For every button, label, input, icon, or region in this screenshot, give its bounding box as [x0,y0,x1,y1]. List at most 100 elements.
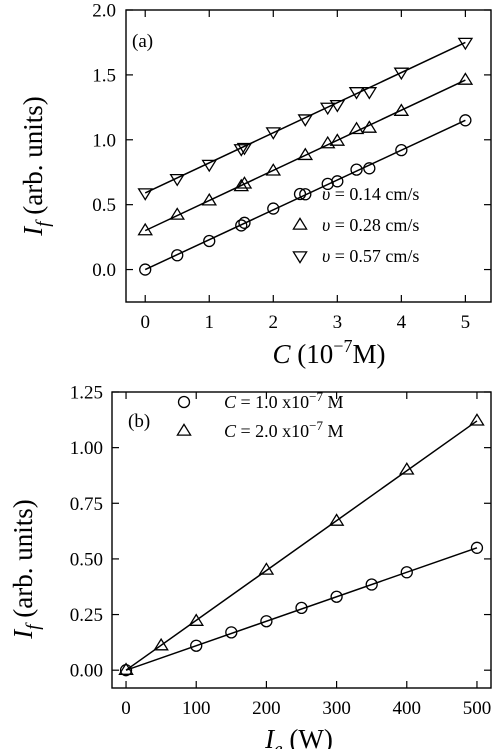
y-tick-label: 0.0 [92,260,116,281]
panel-a: 0 1 2 3 4 50.00.51.01.52.0(a)υ = 0.14 cm/sυ =… [18,1,492,369]
data-point [118,662,134,675]
y-tick-label: 1.0 [92,130,116,151]
legend-symbol: υ [322,184,330,204]
panel-b: 0 100 200 300 400 500 0.00 0.25 0.50 0.75 1.00 1.25… [8,383,492,749]
legend-marker [176,423,192,436]
data-point [395,144,408,157]
data-point [235,219,248,232]
x-tick-label: 2 [269,312,279,333]
plot-frame [111,391,492,689]
data-point [393,103,410,116]
y-axis-symbol: I [8,628,38,640]
y-axis-symbol: I [18,225,48,237]
data-point [190,639,203,652]
data-point [233,144,250,157]
data-point [361,87,378,100]
y-axis-unit: (arb. units) [8,499,38,624]
x-tick-label: 3 [333,312,343,333]
y-tick-label: 1.00 [70,438,103,459]
data-point [225,626,238,639]
x-tick-label: 5 [461,312,471,333]
data-point [137,222,153,236]
x-axis-title: Ie (W) [264,724,333,749]
legend-text: = 0.57 cm/s [330,246,419,266]
x-axis-exponent: −7 [333,336,352,356]
data-point [331,175,344,188]
data-point [399,462,415,475]
x-tick-label: 200 [252,698,281,719]
legend-marker [292,217,308,230]
data-point [350,163,363,176]
data-point [171,249,184,262]
y-tick-label: 0.75 [70,494,103,515]
y-tick-label: 1.25 [70,383,103,404]
x-axis-symbol: C [273,339,292,369]
data-point [169,207,185,220]
y-tick-label: 0.50 [70,549,103,570]
series-1 [119,541,484,677]
x-tick-label: 300 [322,698,351,719]
x-axis-unit: M) [352,339,385,369]
plot-frame [125,9,492,303]
y-tick-label: 1.5 [92,65,116,86]
series-2 [118,413,485,675]
x-tick-label: 4 [397,312,407,333]
y-axis-title: If (arb. units) [8,499,44,640]
series-2 [137,72,474,236]
data-point [329,133,346,146]
data-point [328,513,345,526]
data-point [265,163,282,176]
data-point [348,87,365,100]
data-point [260,615,273,628]
data-point [201,159,218,173]
y-tick-label: 0.5 [92,195,116,216]
data-point [363,162,376,175]
data-point [203,234,216,248]
legend-text: = 0.28 cm/s [330,215,419,235]
legend-label: C = 1.0 x10−7 M [224,389,344,412]
x-tick-label: 100 [182,698,211,719]
x-axis-title: C (10−7M) [273,336,386,369]
legend-symbol: υ [322,246,330,266]
x-axis-text: (10 [291,339,334,369]
data-point [319,102,336,116]
fit-line [144,79,466,232]
legend-text: = 0.14 cm/s [330,184,419,204]
y-axis-subscript: f [23,622,44,630]
panel-label: (b) [128,411,150,432]
data-point [329,99,346,113]
data-point [330,590,343,603]
y-axis-title: If (arb. units) [18,96,54,237]
data-point [153,637,169,651]
data-point [365,578,378,591]
data-point [295,601,308,615]
data-point [297,147,314,161]
fit-line [144,41,466,194]
x-axis-subscript: e [274,739,282,749]
data-point [361,120,378,133]
legend-symbol: C [224,421,237,441]
data-point [265,127,282,140]
legend-exponent: −7 [309,389,323,404]
data-point [236,142,253,156]
y-tick-label: 0.00 [70,661,103,682]
legend: υ = 0.14 cm/sυ = 0.28 cm/sυ = 0.57 cm/s [292,184,419,266]
series-3 [137,37,474,201]
data-point [233,178,250,192]
legend-label: υ = 0.57 cm/s [322,246,419,266]
x-axis-unit: (W) [283,724,333,749]
x-tick-label: 400 [393,698,422,719]
data-point [457,72,474,85]
x-tick-label: 500 [463,698,492,719]
fit-line [125,547,478,671]
legend-label: C = 2.0 x10−7 M [224,418,344,441]
data-point [267,202,280,215]
y-axis-unit: (arb. units) [18,96,48,221]
legend-label: υ = 0.14 cm/s [322,184,419,204]
data-point [348,121,365,135]
x-tick-label: 0 [140,312,150,333]
data-point [299,188,312,201]
data-point [188,613,204,626]
data-point [470,541,484,554]
